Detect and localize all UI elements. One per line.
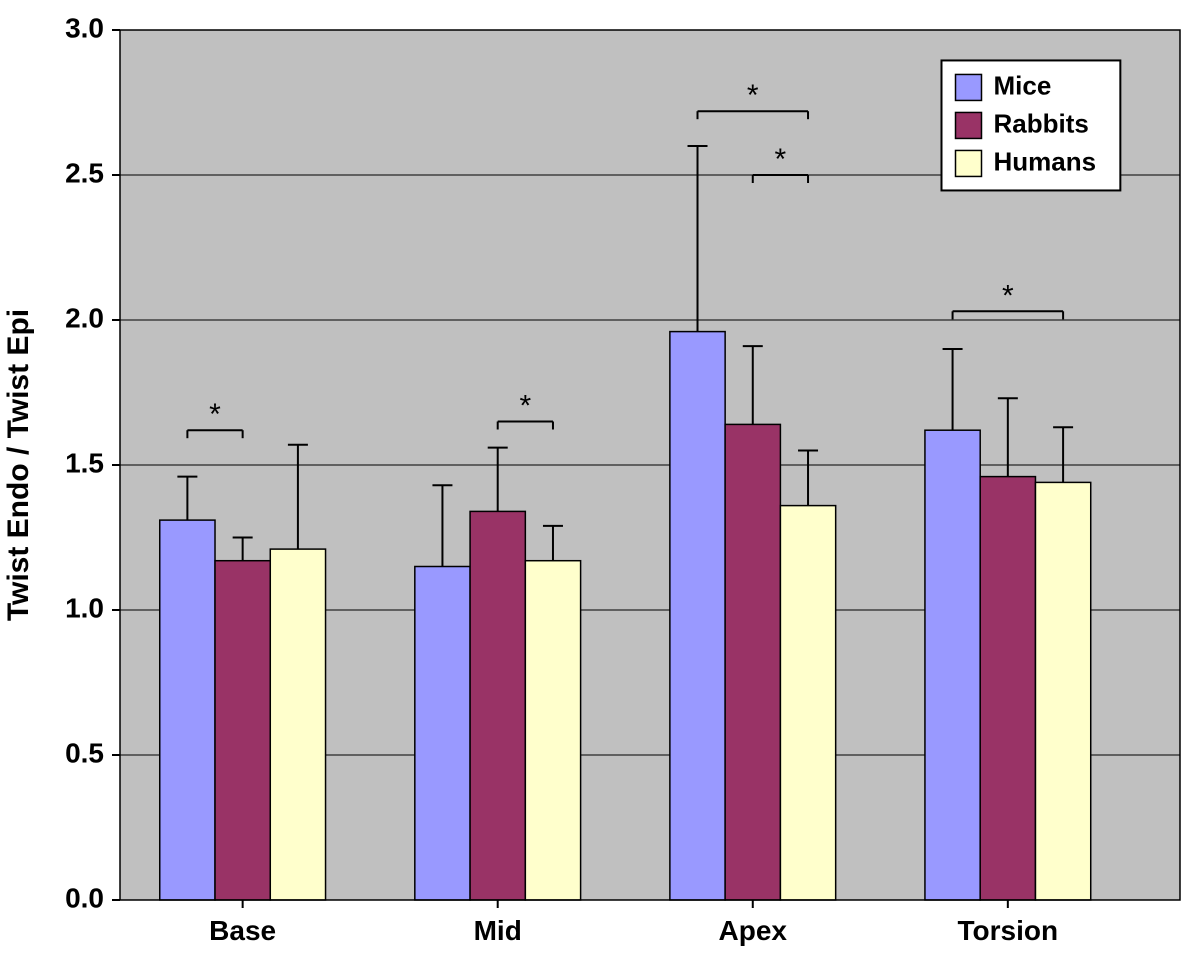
- significance-marker: *: [747, 79, 759, 112]
- bar: [725, 424, 780, 900]
- legend-label: Humans: [994, 147, 1097, 177]
- bar: [160, 520, 215, 900]
- legend-swatch: [956, 150, 982, 176]
- legend-swatch: [956, 112, 982, 138]
- y-tick-label: 0.0: [65, 882, 104, 913]
- y-tick-label: 1.5: [65, 447, 104, 478]
- bar: [925, 430, 980, 900]
- y-axis-label: Twist Endo / Twist Epi: [2, 309, 35, 621]
- y-tick-label: 3.0: [65, 12, 104, 43]
- y-tick-label: 0.5: [65, 737, 104, 768]
- y-tick-label: 2.0: [65, 302, 104, 333]
- significance-marker: *: [209, 398, 221, 431]
- bar: [215, 561, 270, 900]
- bar-chart: 0.0 0.5 1.0 1.5 2.0 2.5 3.0 Base Mid Apex Torsion *…: [0, 0, 1200, 979]
- legend-swatch: [956, 74, 982, 100]
- bar: [415, 567, 470, 901]
- significance-marker: *: [1002, 279, 1014, 312]
- bar: [1035, 482, 1090, 900]
- bar: [980, 477, 1035, 900]
- y-tick-label: 1.0: [65, 592, 104, 623]
- significance-marker: *: [775, 143, 787, 176]
- significance-marker: *: [519, 390, 531, 423]
- bar: [470, 511, 525, 900]
- x-tick-label: Mid: [474, 915, 522, 946]
- legend-label: Mice: [994, 71, 1052, 101]
- x-tick-label: Base: [209, 915, 276, 946]
- legend-label: Rabbits: [994, 109, 1089, 139]
- y-tick-label: 2.5: [65, 157, 104, 188]
- x-tick-label: Torsion: [958, 915, 1059, 946]
- bar: [780, 506, 835, 900]
- x-tick-label: Apex: [719, 915, 788, 946]
- bar: [670, 332, 725, 900]
- bar: [270, 549, 325, 900]
- bar: [525, 561, 580, 900]
